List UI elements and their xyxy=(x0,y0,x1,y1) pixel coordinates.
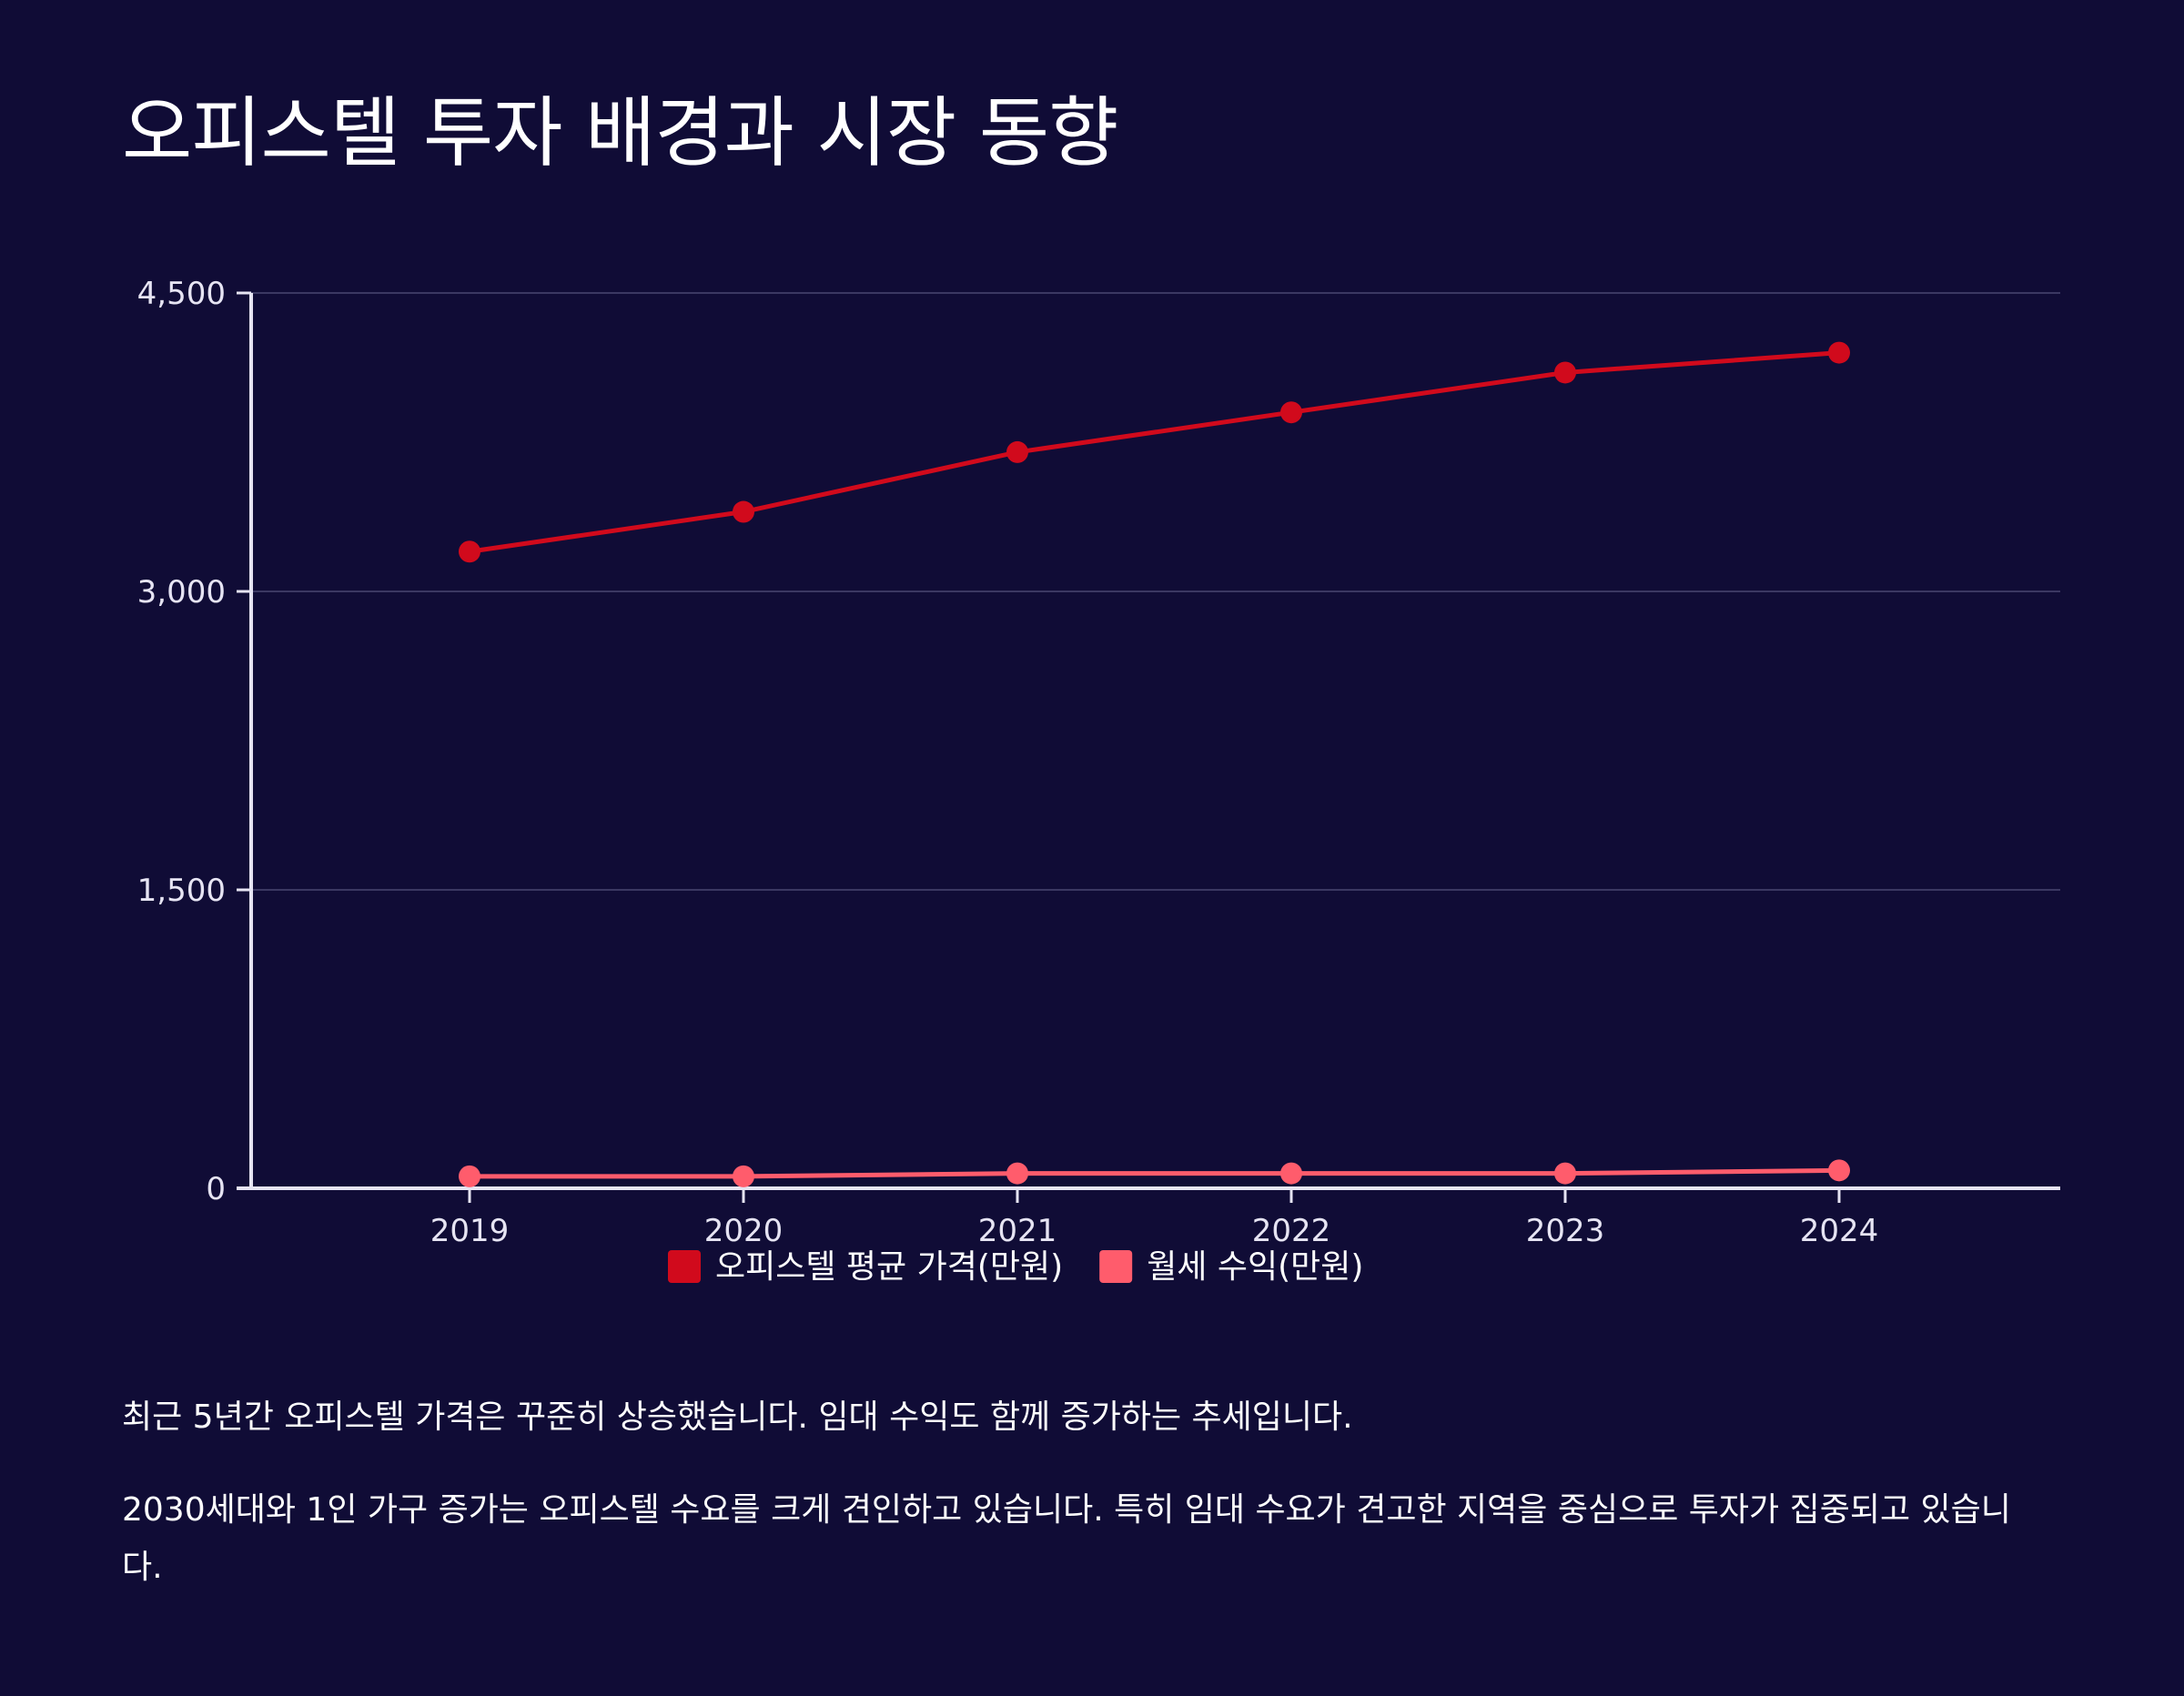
data-point-s1-2021 xyxy=(1006,440,1028,463)
x-axis-ticks: 2019 2020 2021 2022 2023 2024 xyxy=(430,1188,1879,1249)
gridlines xyxy=(251,292,2060,891)
series-group xyxy=(459,341,1850,1187)
x-tick-label: 2023 xyxy=(1526,1213,1605,1249)
data-point-s1-2022 xyxy=(1280,401,1302,424)
x-tick-label: 2020 xyxy=(704,1213,784,1249)
data-point-s1-2024 xyxy=(1828,341,1850,364)
data-point-s2-2020 xyxy=(733,1165,754,1187)
x-tick-label: 2022 xyxy=(1252,1213,1331,1249)
legend-label-1: 오피스텔 평균 가격(만원) xyxy=(715,1248,1063,1286)
line-chart: 0 1,500 3,000 4,500 2019 2020 2021 2022 2023 202… xyxy=(137,276,2060,1286)
legend: 오피스텔 평균 가격(만원) 월세 수익(만원) xyxy=(668,1248,1363,1286)
page-title: 오피스텔 투자 배경과 시장 동향 xyxy=(122,88,1118,177)
x-tick-label: 2019 xyxy=(430,1213,510,1249)
data-point-s2-2024 xyxy=(1828,1159,1850,1182)
y-tick-label: 1,500 xyxy=(137,873,226,909)
data-point-s2-2022 xyxy=(1280,1162,1302,1185)
axes xyxy=(237,293,2060,1190)
legend-label-2: 월세 수익(만원) xyxy=(1147,1248,1363,1286)
series-line-2 xyxy=(470,1167,1840,1179)
data-point-s2-2021 xyxy=(1006,1162,1028,1185)
data-point-s1-2019 xyxy=(459,540,480,563)
y-tick-label: 0 xyxy=(206,1171,226,1207)
legend-swatch-2 xyxy=(1099,1250,1133,1283)
y-axis-ticks: 0 1,500 3,000 4,500 xyxy=(137,276,251,1207)
x-tick-label: 2024 xyxy=(1800,1213,1879,1249)
paragraph-1: 최근 5년간 오피스텔 가격은 꾸준히 상승했습니다. 임대 수익도 함께 증가… xyxy=(122,1398,1353,1436)
data-point-s1-2023 xyxy=(1554,361,1576,384)
paragraph-2: 2030세대와 1인 가구 증가는 오피스텔 수요를 크게 견인하고 있습니다.… xyxy=(122,1491,2011,1586)
y-tick-label: 3,000 xyxy=(137,574,226,611)
data-point-s2-2023 xyxy=(1554,1162,1576,1185)
data-point-s2-2019 xyxy=(459,1165,480,1187)
x-tick-label: 2021 xyxy=(978,1213,1057,1249)
y-tick-label: 4,500 xyxy=(137,276,226,312)
legend-swatch-1 xyxy=(668,1250,701,1283)
series-line-1 xyxy=(469,350,1840,554)
data-point-s1-2020 xyxy=(733,500,754,523)
